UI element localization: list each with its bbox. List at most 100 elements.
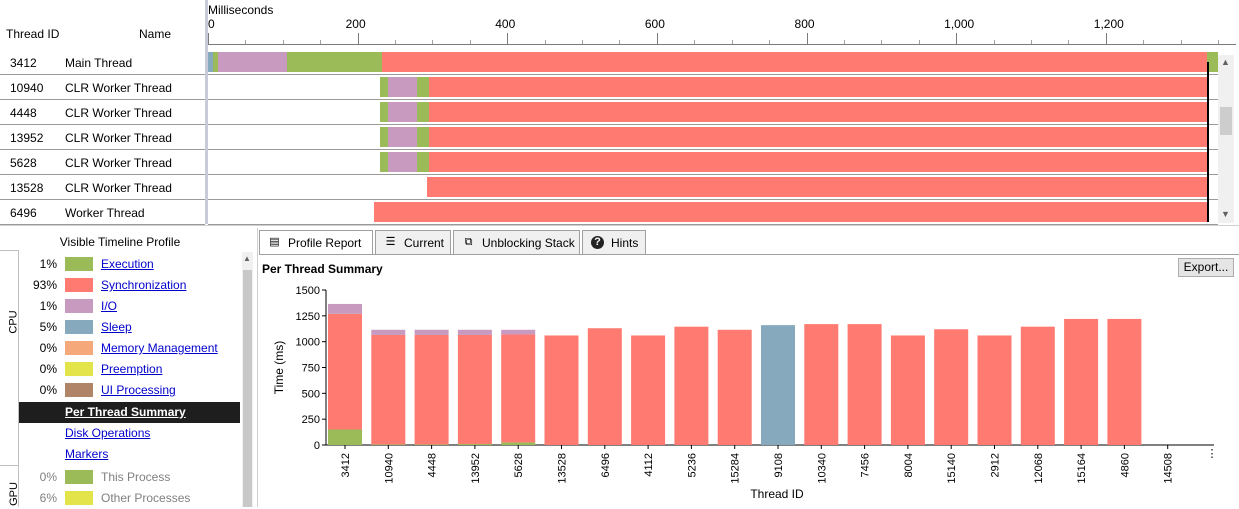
bar-segment-synchronization <box>977 335 1012 445</box>
legend-item[interactable]: 1% I/O <box>19 296 240 317</box>
bar-segment-execution <box>371 444 406 445</box>
legend-link[interactable]: Execution <box>101 257 154 271</box>
x-tick-label: 15140 <box>946 453 958 484</box>
thread-row[interactable]: 3412 Main Thread <box>0 50 205 75</box>
export-button[interactable]: Export... <box>1178 258 1234 277</box>
legend-link[interactable]: Other Processes <box>101 491 191 505</box>
thread-name: CLR Worker Thread <box>65 156 172 170</box>
more-categories-icon[interactable]: ⋮ <box>1207 448 1218 460</box>
timeline-segment-execution[interactable] <box>417 77 429 97</box>
bar-segment-synchronization <box>717 329 752 445</box>
thread-lane[interactable] <box>208 75 1218 100</box>
legend-item[interactable]: 0% UI Processing <box>19 380 240 401</box>
bar-segment-execution <box>328 429 362 445</box>
thread-id: 6496 <box>10 206 37 220</box>
thread-row[interactable]: 6496 Worker Thread <box>0 200 205 225</box>
timeline-segment-execution[interactable] <box>417 152 429 172</box>
legend-item[interactable]: 6% Other Processes <box>19 488 240 509</box>
timeline-segment-execution[interactable] <box>213 52 219 72</box>
tab-current[interactable]: ☰ Current <box>375 230 451 254</box>
timeline-segment-synchronization[interactable] <box>428 102 1207 122</box>
tab-hints[interactable]: ? Hints <box>582 230 646 254</box>
y-tick-label: 250 <box>302 414 320 426</box>
legend-link[interactable]: Sleep <box>101 320 132 334</box>
timeline-segment-synchronization[interactable] <box>428 127 1207 147</box>
timeline-segment-execution[interactable] <box>380 127 388 147</box>
timeline-segment-synchronization[interactable] <box>374 202 1207 222</box>
legend-link[interactable]: This Process <box>101 470 171 484</box>
name-header[interactable]: Name <box>139 27 172 41</box>
thread-row[interactable]: 13952 CLR Worker Thread <box>0 125 205 150</box>
thread-lane[interactable] <box>208 125 1218 150</box>
legend-link[interactable]: I/O <box>101 299 118 313</box>
thread-lane[interactable] <box>208 50 1218 75</box>
timeline-segment-execution[interactable] <box>417 102 429 122</box>
timeline-segment-execution[interactable] <box>380 102 388 122</box>
per-thread-summary-link[interactable]: Per Thread Summary <box>19 402 240 423</box>
legend-link[interactable]: UI Processing <box>101 383 176 397</box>
legend-link[interactable]: Memory Management <box>101 341 218 355</box>
timeline-scrollbar[interactable]: ▲ ▼ <box>1218 55 1234 223</box>
timeline-segment-io[interactable] <box>387 77 418 97</box>
timeline-segment-synchronization[interactable] <box>427 177 1207 197</box>
timeline-segment-execution[interactable] <box>417 127 429 147</box>
legend-swatch <box>65 383 93 397</box>
thread-lane[interactable] <box>208 150 1218 175</box>
thread-timeline: Thread ID Name 3412 Main Thread 10940 CLR W… <box>0 0 1239 226</box>
legend-item[interactable]: 5% Sleep <box>19 317 240 338</box>
timeline-segment-execution[interactable] <box>380 77 388 97</box>
timeline-segment-synchronization[interactable] <box>428 77 1207 97</box>
timeline-splitter[interactable] <box>205 0 208 224</box>
scroll-thumb[interactable] <box>243 270 252 507</box>
timeline-segment-synchronization[interactable] <box>381 52 1207 72</box>
scroll-up-icon[interactable]: ▲ <box>1221 57 1230 67</box>
timeline-segment-execution[interactable] <box>1206 52 1218 72</box>
tab-unblocking-stack[interactable]: ⧉ Unblocking Stack <box>453 230 580 254</box>
timeline-segment-execution[interactable] <box>380 152 388 172</box>
timeline-segment-io[interactable] <box>218 52 287 72</box>
tab-profile-report[interactable]: ▤ Profile Report <box>259 230 373 255</box>
legend-link[interactable]: Preemption <box>101 362 163 376</box>
thread-lane[interactable] <box>208 175 1218 200</box>
ruler-title: Milliseconds <box>208 3 274 17</box>
bar-segment-synchronization <box>890 335 925 445</box>
legend-item[interactable]: 0% Memory Management <box>19 338 240 359</box>
timeline-segment-io[interactable] <box>387 127 418 147</box>
scroll-down-icon[interactable]: ▼ <box>1221 209 1230 219</box>
thread-row[interactable]: 4448 CLR Worker Thread <box>0 100 205 125</box>
thread-row[interactable]: 10940 CLR Worker Thread <box>0 75 205 100</box>
report-icon: ▤ <box>269 236 280 248</box>
timeline-segment-execution[interactable] <box>286 52 382 72</box>
ruler-minor-tick <box>1068 40 1070 44</box>
legend-item[interactable]: 1% Execution <box>19 254 240 275</box>
legend-item[interactable]: 0% This Process <box>19 467 240 488</box>
legend-percent: 5% <box>39 320 57 334</box>
x-tick-label: 4448 <box>427 453 439 477</box>
legend-scrollbar[interactable]: ▲ <box>242 252 253 507</box>
thread-row[interactable]: 5628 CLR Worker Thread <box>0 150 205 175</box>
timeline-segment-io[interactable] <box>387 152 418 172</box>
thread-lane[interactable] <box>208 100 1218 125</box>
thread-lanes[interactable] <box>208 50 1218 225</box>
legend-item[interactable]: 93% Synchronization <box>19 275 240 296</box>
thread-lane[interactable] <box>208 200 1218 225</box>
thread-id-header[interactable]: Thread ID <box>6 27 60 41</box>
legend-link[interactable]: Per Thread Summary <box>65 405 186 419</box>
thread-row[interactable]: 13528 CLR Worker Thread <box>0 175 205 200</box>
legend-link[interactable]: Markers <box>65 447 109 461</box>
x-tick-label: 10340 <box>816 453 828 484</box>
legend-title: Visible Timeline Profile <box>59 235 181 249</box>
time-cursor[interactable] <box>1206 62 1209 222</box>
thread-id: 4448 <box>10 106 37 120</box>
scroll-up-icon[interactable]: ▲ <box>243 254 251 263</box>
ruler-minor-tick <box>582 40 584 44</box>
legend-link[interactable]: Synchronization <box>101 278 187 292</box>
scroll-thumb[interactable] <box>1220 107 1232 135</box>
timeline-segment-io[interactable] <box>387 102 418 122</box>
x-tick-label: 3412 <box>340 453 352 477</box>
timeline-segment-sleep[interactable] <box>208 52 214 72</box>
legend-item[interactable]: 0% Preemption <box>19 359 240 380</box>
y-tick-label: 1500 <box>296 285 320 297</box>
legend-link[interactable]: Disk Operations <box>65 426 151 440</box>
timeline-segment-synchronization[interactable] <box>428 152 1207 172</box>
